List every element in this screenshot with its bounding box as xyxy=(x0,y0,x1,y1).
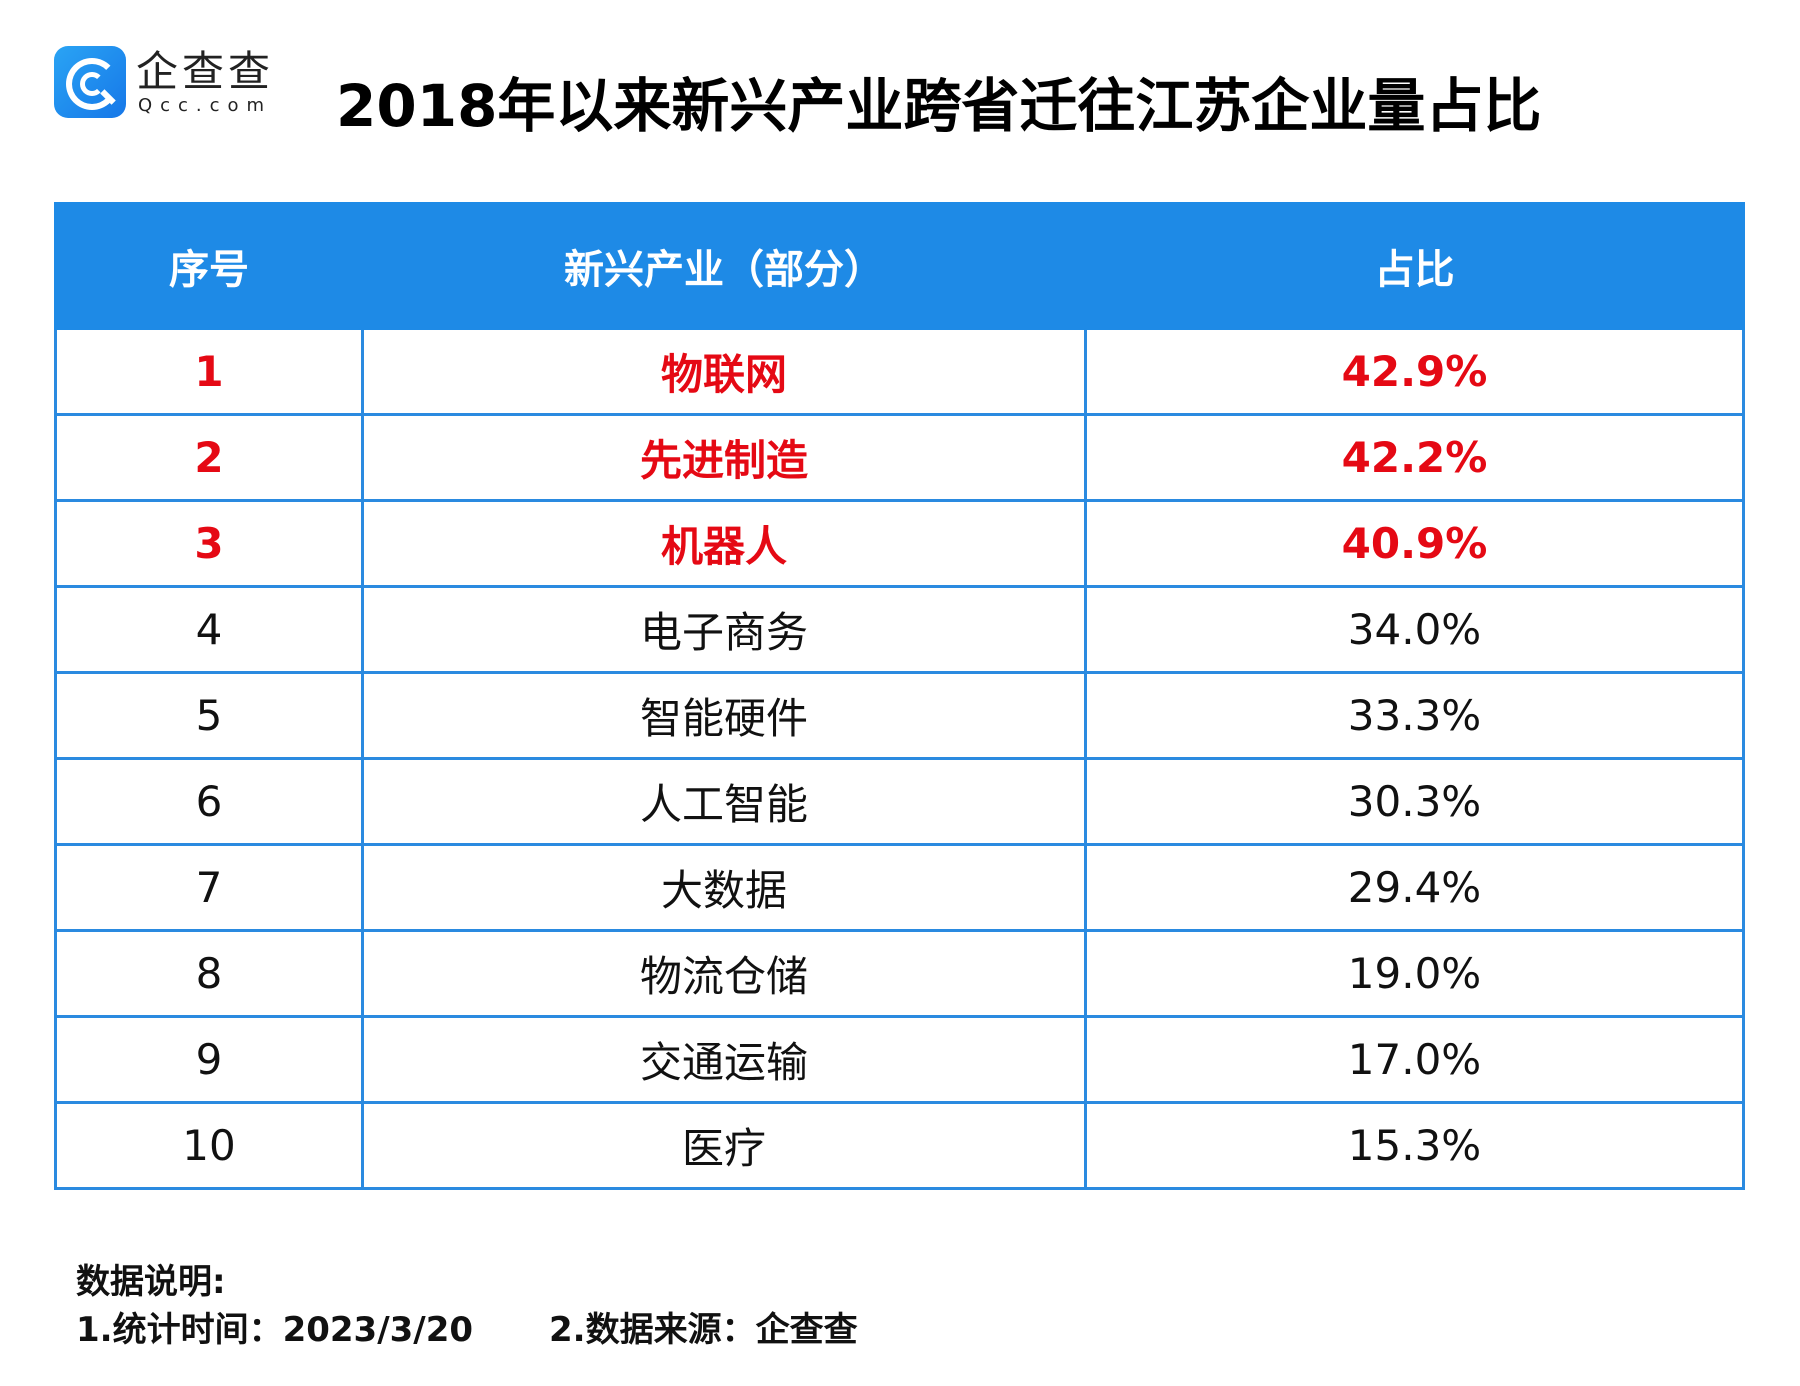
table-header-row: 序号 新兴产业（部分） 占比 xyxy=(54,202,1745,330)
rank-cell: 6 xyxy=(54,757,364,846)
table-row: 6 人工智能 30.3% xyxy=(54,757,1745,846)
table-row: 10 医疗 15.3% xyxy=(54,1101,1745,1190)
industry-cell: 电子商务 xyxy=(361,585,1087,674)
logo-cn-text: 企查查 xyxy=(136,46,275,96)
industry-cell: 物流仓储 xyxy=(361,929,1087,1018)
rank-cell: 9 xyxy=(54,1015,364,1104)
rank-cell: 10 xyxy=(54,1101,364,1190)
share-cell: 42.2% xyxy=(1084,413,1745,502)
header-rank: 序号 xyxy=(54,202,364,330)
table-row: 2 先进制造 42.2% xyxy=(54,413,1745,502)
rank-cell: 1 xyxy=(54,327,364,416)
industry-cell: 医疗 xyxy=(361,1101,1087,1190)
notes-time: 1.统计时间：2023/3/20 xyxy=(76,1310,474,1350)
table-row: 8 物流仓储 19.0% xyxy=(54,929,1745,1018)
header-industry: 新兴产业（部分） xyxy=(361,202,1087,330)
data-notes: 数据说明: 1.统计时间：2023/3/20 2.数据来源：企查查 xyxy=(76,1258,858,1354)
industry-cell: 交通运输 xyxy=(361,1015,1087,1104)
rank-cell: 5 xyxy=(54,671,364,760)
qcc-logo-icon xyxy=(54,46,126,118)
table-row: 4 电子商务 34.0% xyxy=(54,585,1745,674)
table-row: 3 机器人 40.9% xyxy=(54,499,1745,588)
share-cell: 19.0% xyxy=(1084,929,1745,1018)
table-row: 5 智能硬件 33.3% xyxy=(54,671,1745,760)
industry-cell: 人工智能 xyxy=(361,757,1087,846)
table-row: 9 交通运输 17.0% xyxy=(54,1015,1745,1104)
qcc-logo: 企查查 Qcc.com xyxy=(54,46,274,118)
share-cell: 15.3% xyxy=(1084,1101,1745,1190)
header-share: 占比 xyxy=(1084,202,1745,330)
share-cell: 33.3% xyxy=(1084,671,1745,760)
notes-heading: 数据说明: xyxy=(76,1262,226,1302)
share-cell: 42.9% xyxy=(1084,327,1745,416)
share-cell: 34.0% xyxy=(1084,585,1745,674)
page-title: 2018年以来新兴产业跨省迁往江苏企业量占比 xyxy=(336,72,1542,140)
table-row: 1 物联网 42.9% xyxy=(54,327,1745,416)
share-cell: 29.4% xyxy=(1084,843,1745,932)
industry-cell: 先进制造 xyxy=(361,413,1087,502)
rank-cell: 4 xyxy=(54,585,364,674)
rank-cell: 8 xyxy=(54,929,364,1018)
notes-source: 2.数据来源：企查查 xyxy=(549,1310,858,1350)
industry-cell: 机器人 xyxy=(361,499,1087,588)
rank-cell: 3 xyxy=(54,499,364,588)
share-cell: 30.3% xyxy=(1084,757,1745,846)
industry-cell: 物联网 xyxy=(361,327,1087,416)
industry-cell: 大数据 xyxy=(361,843,1087,932)
share-cell: 40.9% xyxy=(1084,499,1745,588)
industry-table: 序号 新兴产业（部分） 占比 1 物联网 42.9% 2 先进制造 42.2% 3 机器人 40… xyxy=(54,202,1745,1190)
table-row: 7 大数据 29.4% xyxy=(54,843,1745,932)
logo-en-text: Qcc.com xyxy=(137,94,273,116)
rank-cell: 2 xyxy=(54,413,364,502)
rank-cell: 7 xyxy=(54,843,364,932)
industry-cell: 智能硬件 xyxy=(361,671,1087,760)
share-cell: 17.0% xyxy=(1084,1015,1745,1104)
